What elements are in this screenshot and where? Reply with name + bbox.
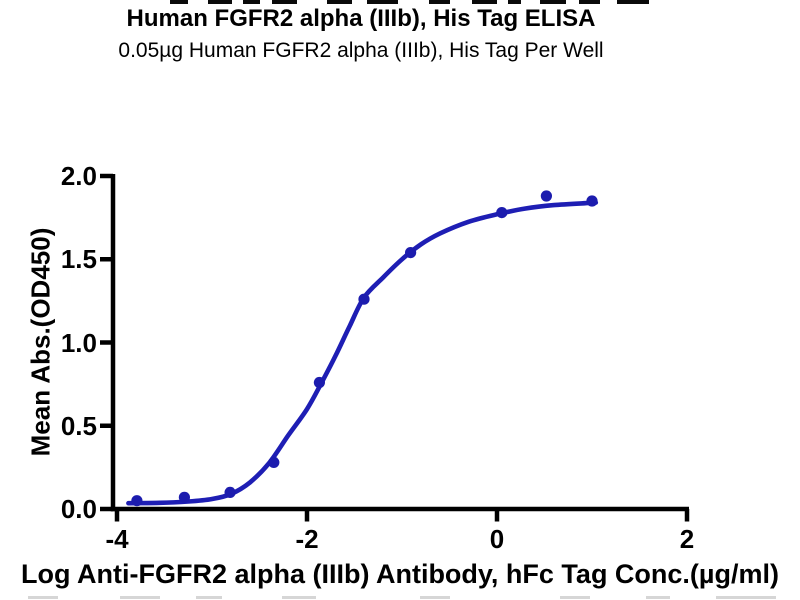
- clipped-text-fragment: [170, 0, 188, 4]
- clipped-text-fragment: [272, 0, 297, 4]
- data-point: [540, 190, 553, 202]
- clipped-text-fragment: [560, 596, 590, 599]
- y-tick-label: 0.0: [60, 494, 97, 524]
- clipped-text-fragment: [196, 596, 222, 599]
- y-tick-label: 1.0: [60, 327, 97, 358]
- clipped-text-fragment: [120, 596, 160, 599]
- chart-subtitle: 0.05µg Human FGFR2 alpha (IIIb), His Tag…: [118, 39, 604, 62]
- data-point: [405, 247, 417, 259]
- clipped-text-fragment: [540, 0, 566, 4]
- clipped-text-fragment: [646, 596, 670, 599]
- clipped-text-fragment: [472, 0, 497, 4]
- clipped-text-fragment: [508, 0, 521, 4]
- clipped-text-fragment: [716, 596, 776, 599]
- data-point: [224, 486, 236, 498]
- clipped-text-fragment: [208, 0, 232, 4]
- clipped-text-fragment: [243, 0, 260, 4]
- x-tick-label: -2: [295, 524, 319, 554]
- clipped-text-fragment: [327, 0, 352, 4]
- clipped-text-fragment: [429, 0, 450, 4]
- x-axis-title: Log Anti-FGFR2 alpha (IIIb) Antibody, hF…: [21, 559, 779, 589]
- x-tick-label: 2: [679, 524, 695, 554]
- y-tick-label: 0.5: [60, 410, 97, 441]
- y-tick-label: 1.5: [60, 244, 97, 275]
- clipped-text-fragment: [420, 596, 450, 599]
- clipped-text-fragment: [617, 0, 649, 4]
- fit-curve: [126, 200, 599, 506]
- clipped-text-fragment: [282, 596, 316, 599]
- data-point: [313, 376, 325, 389]
- x-tick-label: -4: [105, 524, 129, 554]
- data-point: [358, 293, 370, 305]
- chart-title: Human FGFR2 alpha (IIIb), His Tag ELISA: [126, 5, 596, 32]
- clipped-text-fragment: [367, 0, 398, 4]
- data-point: [178, 491, 190, 503]
- data-point: [131, 495, 143, 507]
- x-tick-label: 0: [489, 524, 505, 554]
- data-point: [496, 207, 508, 219]
- y-tick-label: 2.0: [60, 161, 97, 191]
- clipped-text-fragment: [579, 0, 600, 4]
- clipped-text-fragment: [28, 596, 58, 599]
- data-point: [586, 195, 598, 207]
- data-point: [268, 456, 280, 468]
